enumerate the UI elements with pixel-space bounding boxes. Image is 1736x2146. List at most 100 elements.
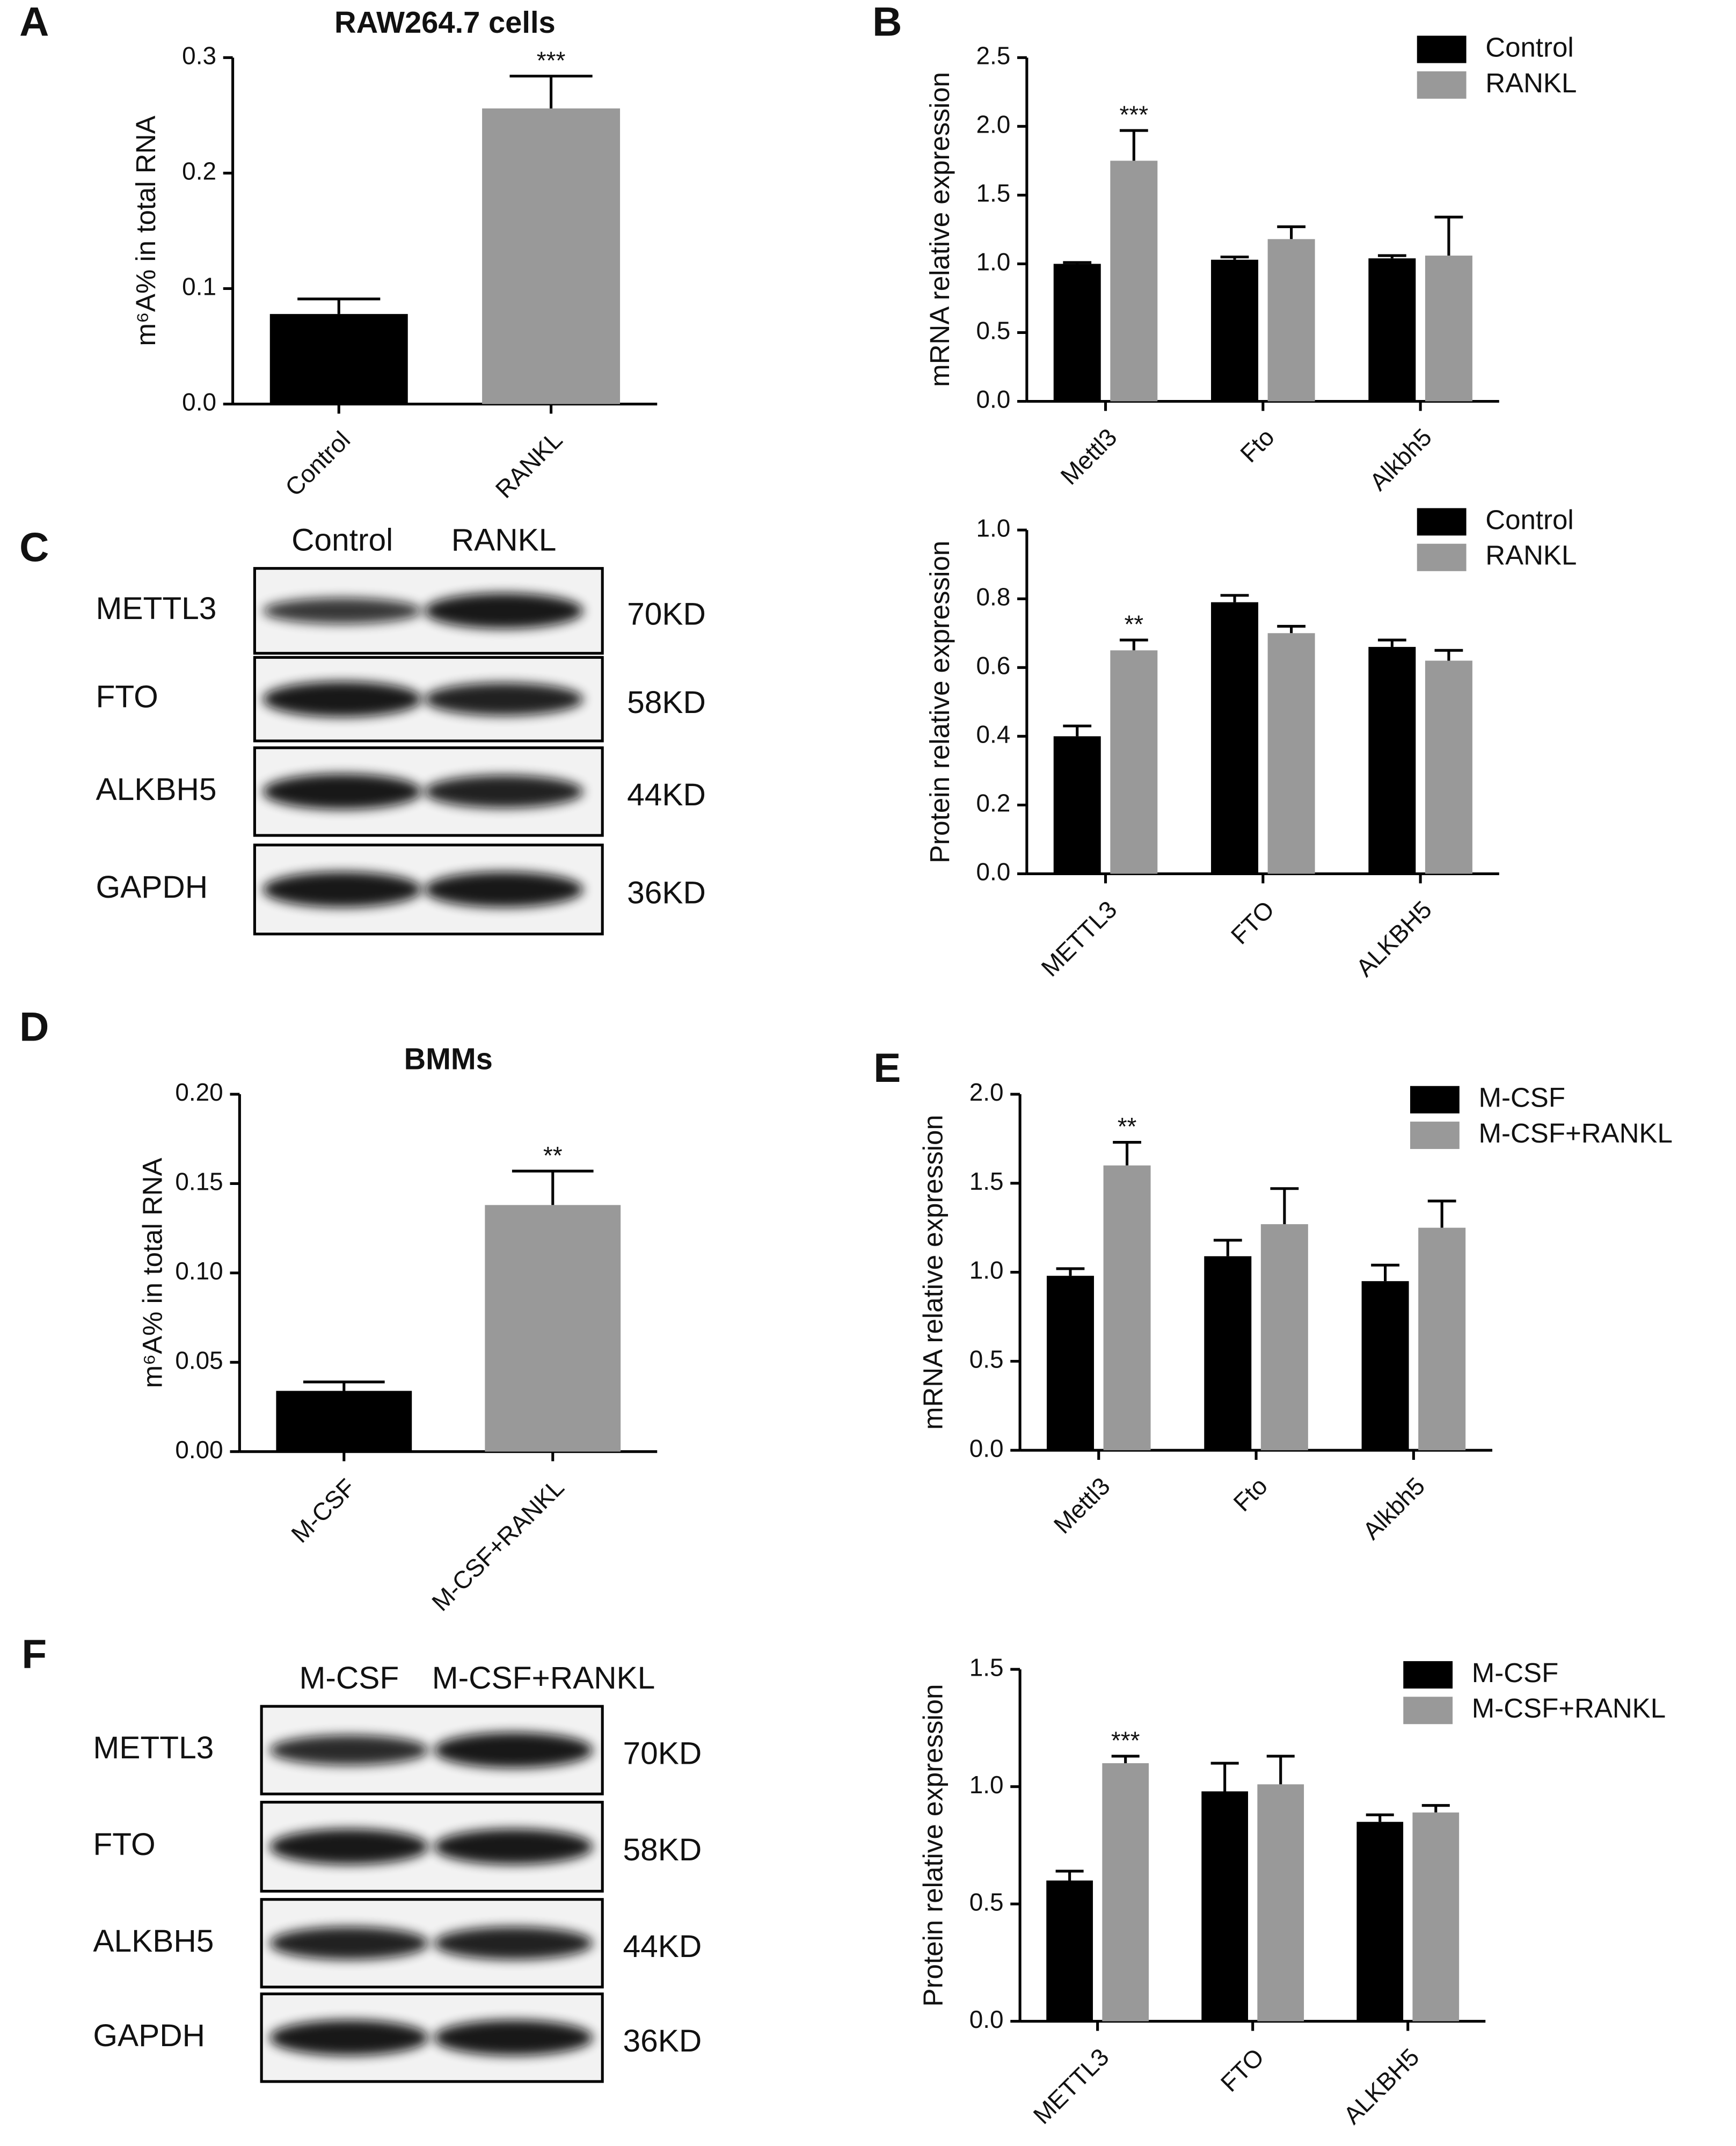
blot-band bbox=[434, 2020, 593, 2056]
y-tick-label: 0.15 bbox=[175, 1168, 223, 1196]
bar bbox=[1053, 736, 1101, 874]
bar bbox=[1204, 1256, 1252, 1451]
bar bbox=[1361, 1281, 1409, 1451]
bar bbox=[276, 1391, 412, 1452]
significance: *** bbox=[537, 46, 566, 74]
y-tick-label: 1.5 bbox=[969, 1653, 1004, 1681]
legend-swatch bbox=[1417, 543, 1467, 571]
y-tick-label: 0.6 bbox=[976, 651, 1010, 679]
bar bbox=[1267, 633, 1315, 874]
legend-swatch bbox=[1410, 1122, 1460, 1150]
blot-band bbox=[434, 1926, 593, 1960]
y-tick-label: 0.2 bbox=[976, 789, 1010, 817]
y-axis-label: m⁶A% in total RNA bbox=[130, 115, 161, 346]
y-tick-label: 0.5 bbox=[969, 1888, 1004, 1916]
significance: *** bbox=[1111, 1727, 1140, 1755]
legend-label: Control bbox=[1485, 504, 1573, 535]
y-tick-label: 0.3 bbox=[182, 41, 216, 69]
blot-band bbox=[262, 871, 422, 907]
bar bbox=[1418, 1227, 1466, 1451]
blot-band bbox=[434, 1732, 593, 1768]
blot-band bbox=[269, 2020, 429, 2056]
blot-protein-label: GAPDH bbox=[93, 2018, 205, 2053]
blot-protein-label: ALKBH5 bbox=[93, 1924, 214, 1959]
x-tick-label: FTO bbox=[1226, 895, 1280, 949]
x-tick-label: Mettl3 bbox=[1048, 1472, 1115, 1539]
blot-protein-label: FTO bbox=[96, 680, 158, 715]
x-tick-label: FTO bbox=[1215, 2043, 1270, 2097]
y-tick-label: 1.0 bbox=[969, 1256, 1004, 1284]
y-tick-label: 0.2 bbox=[182, 157, 216, 185]
panel-letter: E bbox=[873, 1045, 901, 1091]
y-tick-label: 0.1 bbox=[182, 273, 216, 301]
blot-column-label: RANKL bbox=[451, 523, 557, 558]
blot-band bbox=[424, 775, 583, 808]
y-axis-label: m⁶A% in total RNA bbox=[137, 1158, 168, 1388]
panel-letter: C bbox=[19, 525, 49, 571]
bar bbox=[1356, 1822, 1404, 2021]
significance: ** bbox=[543, 1141, 563, 1169]
bar bbox=[1102, 1763, 1149, 2021]
bar bbox=[1211, 602, 1259, 874]
legend-label: M-CSF+RANKL bbox=[1472, 1693, 1666, 1723]
panel-letter: D bbox=[19, 1004, 49, 1050]
legend-swatch bbox=[1410, 1086, 1460, 1114]
x-tick-label: Alkbh5 bbox=[1357, 1472, 1430, 1545]
y-tick-label: 0.0 bbox=[969, 2005, 1004, 2033]
x-tick-label: ALKBH5 bbox=[1351, 895, 1437, 981]
legend-label: M-CSF bbox=[1472, 1657, 1558, 1688]
y-tick-label: 0.8 bbox=[976, 583, 1010, 610]
y-tick-label: 0.0 bbox=[976, 858, 1010, 886]
blot-protein-label: METTL3 bbox=[96, 591, 217, 626]
bar bbox=[1425, 256, 1472, 402]
blot-size-label: 58KD bbox=[627, 685, 706, 720]
blot-size-label: 58KD bbox=[623, 1832, 702, 1867]
y-axis-label: Protein relative expression bbox=[917, 1684, 948, 2006]
y-tick-label: 1.0 bbox=[976, 248, 1010, 276]
y-tick-label: 0.5 bbox=[976, 317, 1010, 345]
blot-band bbox=[269, 1926, 429, 1960]
bar bbox=[1201, 1791, 1249, 2021]
bar bbox=[485, 1205, 621, 1452]
blot-band bbox=[424, 682, 583, 716]
bar bbox=[1046, 1880, 1093, 2021]
x-tick-label: Alkbh5 bbox=[1364, 423, 1437, 496]
y-tick-label: 2.5 bbox=[976, 41, 1010, 69]
blot-size-label: 70KD bbox=[623, 1736, 702, 1771]
y-tick-label: 1.0 bbox=[969, 1771, 1004, 1799]
bar bbox=[1110, 161, 1158, 402]
chart-title: RAW264.7 cells bbox=[334, 5, 556, 39]
chart-title: BMMs bbox=[404, 1042, 493, 1076]
significance: *** bbox=[1120, 101, 1149, 129]
y-tick-label: 0.20 bbox=[175, 1078, 223, 1106]
blot-column-label: M-CSF bbox=[300, 1661, 399, 1696]
blot-size-label: 36KD bbox=[623, 2024, 702, 2058]
blot-band bbox=[262, 774, 422, 810]
x-tick-label: M-CSF+RANKL bbox=[426, 1473, 570, 1617]
y-tick-label: 2.0 bbox=[969, 1078, 1004, 1106]
bar bbox=[1425, 660, 1472, 874]
y-tick-label: 0.10 bbox=[175, 1257, 223, 1285]
legend-swatch bbox=[1403, 1697, 1453, 1725]
blot-size-label: 44KD bbox=[623, 1929, 702, 1964]
legend-label: RANKL bbox=[1485, 68, 1577, 98]
blot-protein-label: GAPDH bbox=[96, 870, 208, 905]
legend-label: M-CSF bbox=[1479, 1082, 1565, 1113]
blot-size-label: 70KD bbox=[627, 596, 706, 631]
y-tick-label: 0.0 bbox=[969, 1434, 1004, 1462]
y-tick-label: 0.5 bbox=[969, 1345, 1004, 1373]
blot-protein-label: METTL3 bbox=[93, 1730, 214, 1765]
x-tick-label: METTL3 bbox=[1027, 2043, 1114, 2129]
y-tick-label: 0.00 bbox=[175, 1436, 223, 1464]
bar bbox=[482, 108, 621, 404]
x-tick-label: ALKBH5 bbox=[1338, 2043, 1424, 2129]
legend-label: M-CSF+RANKL bbox=[1479, 1118, 1673, 1148]
y-tick-label: 1.5 bbox=[976, 179, 1010, 207]
blot-band bbox=[424, 871, 583, 907]
legend-swatch bbox=[1417, 35, 1467, 63]
x-tick-label: Control bbox=[280, 426, 355, 501]
blot-protein-label: FTO bbox=[93, 1827, 155, 1862]
bar bbox=[1267, 239, 1315, 402]
x-tick-label: RANKL bbox=[490, 426, 568, 504]
